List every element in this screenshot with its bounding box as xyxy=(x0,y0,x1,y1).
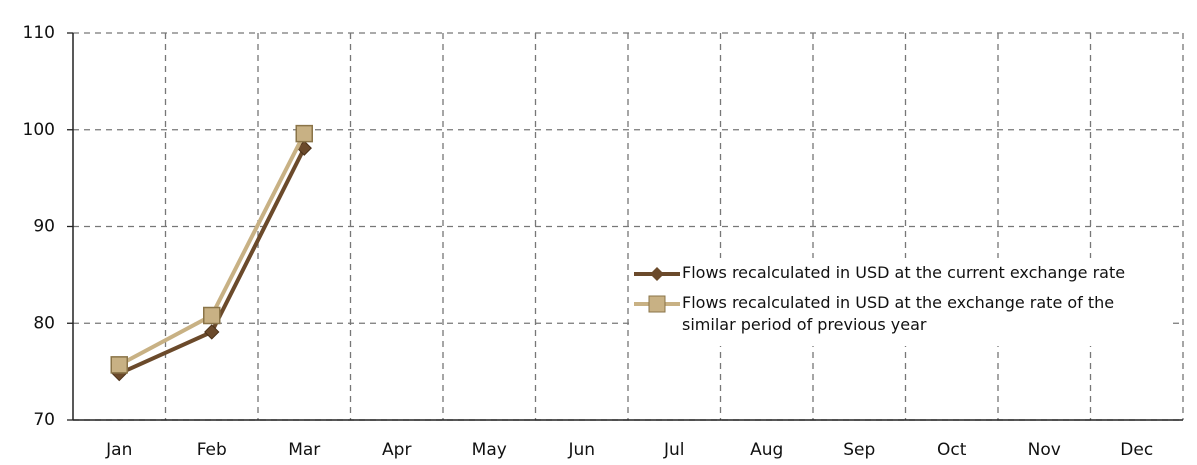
x-tick-label: Feb xyxy=(197,440,227,460)
x-tick-label: Mar xyxy=(288,440,320,460)
legend: Flows recalculated in USD at the current… xyxy=(632,258,1172,346)
x-tick-label: Dec xyxy=(1120,440,1153,460)
y-tick-label: 80 xyxy=(33,313,55,333)
legend-marker xyxy=(650,267,664,281)
y-tick-label: 70 xyxy=(33,410,55,430)
series-line xyxy=(118,147,307,376)
y-tick-label: 100 xyxy=(23,120,55,140)
y-tick-label: 110 xyxy=(23,23,55,43)
x-tick-label: Jan xyxy=(105,440,132,460)
marker-square xyxy=(295,124,313,143)
x-tick-label: Sep xyxy=(843,440,875,460)
x-tick-label: May xyxy=(472,440,507,460)
legend-label: Flows recalculated in USD at the current… xyxy=(682,263,1126,282)
x-tick-label: Apr xyxy=(382,440,411,460)
legend-icon xyxy=(634,295,680,313)
legend-marker xyxy=(648,295,666,313)
marker-square xyxy=(110,356,128,374)
legend-entry: Flows recalculated in USD at the current… xyxy=(632,262,1172,284)
x-tick-label: Nov xyxy=(1028,440,1061,460)
y-tick-label: 90 xyxy=(33,217,55,237)
x-tick-label: Jun xyxy=(567,440,595,460)
legend-entry: Flows recalculated in USD at the exchang… xyxy=(632,292,1172,336)
x-tick-label: Aug xyxy=(750,440,783,460)
legend-icon xyxy=(634,267,680,281)
marker-diamond xyxy=(204,324,220,340)
marker-square xyxy=(203,306,221,325)
legend-label: Flows recalculated in USD at the exchang… xyxy=(682,293,1115,334)
x-tick-label: Oct xyxy=(937,440,967,460)
x-tick-label: Jul xyxy=(663,440,685,460)
